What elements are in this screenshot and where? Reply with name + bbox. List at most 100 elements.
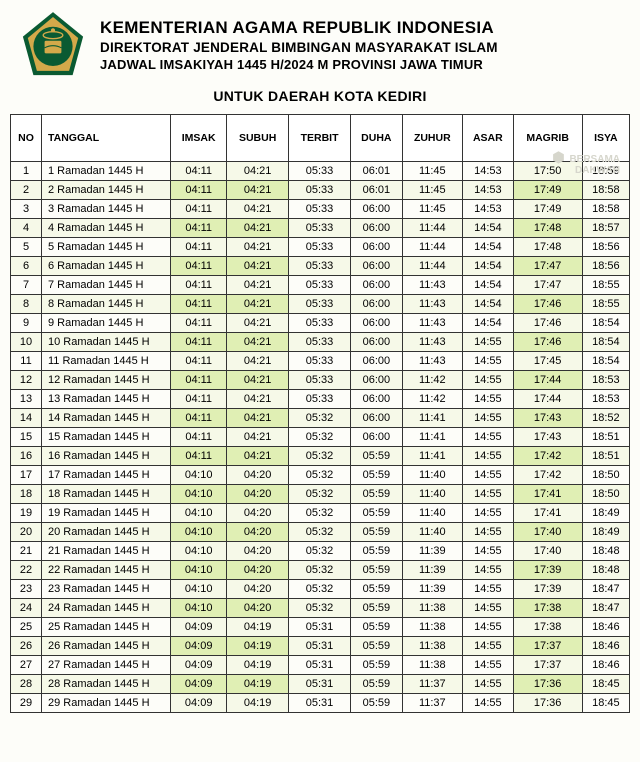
table-cell: 04:11: [171, 371, 227, 390]
table-cell: 13 Ramadan 1445 H: [42, 390, 171, 409]
table-cell: 04:19: [227, 618, 288, 637]
table-cell: 04:21: [227, 162, 288, 181]
table-cell: 14:55: [463, 409, 513, 428]
table-cell: 14:54: [463, 276, 513, 295]
table-cell: 10 Ramadan 1445 H: [42, 333, 171, 352]
table-cell: 17:48: [513, 219, 582, 238]
table-cell: 12: [11, 371, 42, 390]
table-cell: 11:44: [402, 238, 463, 257]
table-cell: 04:21: [227, 181, 288, 200]
table-cell: 04:20: [227, 466, 288, 485]
table-cell: 14:55: [463, 485, 513, 504]
table-cell: 9 Ramadan 1445 H: [42, 314, 171, 333]
table-cell: 05:59: [351, 504, 402, 523]
table-cell: 18:48: [582, 542, 629, 561]
table-row: 1212 Ramadan 1445 H04:1104:2105:3306:001…: [11, 371, 630, 390]
table-cell: 05:32: [288, 542, 350, 561]
table-cell: 11:42: [402, 390, 463, 409]
table-cell: 18:55: [582, 276, 629, 295]
table-cell: 15 Ramadan 1445 H: [42, 428, 171, 447]
table-cell: 05:33: [288, 181, 350, 200]
table-cell: 06:00: [351, 352, 402, 371]
table-cell: 05:59: [351, 561, 402, 580]
table-cell: 23: [11, 580, 42, 599]
table-cell: 18:58: [582, 181, 629, 200]
table-cell: 17:38: [513, 618, 582, 637]
table-cell: 24: [11, 599, 42, 618]
table-cell: 04:21: [227, 200, 288, 219]
table-cell: 18:46: [582, 618, 629, 637]
table-cell: 14:53: [463, 181, 513, 200]
table-cell: 04:21: [227, 371, 288, 390]
table-cell: 05:33: [288, 352, 350, 371]
table-cell: 04:11: [171, 162, 227, 181]
table-cell: 05:59: [351, 466, 402, 485]
table-cell: 04:10: [171, 599, 227, 618]
table-row: 77 Ramadan 1445 H04:1104:2105:3306:0011:…: [11, 276, 630, 295]
table-cell: 05:33: [288, 295, 350, 314]
table-row: 33 Ramadan 1445 H04:1104:2105:3306:0011:…: [11, 200, 630, 219]
table-cell: 17:46: [513, 333, 582, 352]
table-row: 2020 Ramadan 1445 H04:1004:2005:3205:591…: [11, 523, 630, 542]
ministry-title: KEMENTERIAN AGAMA REPUBLIK INDONESIA: [100, 18, 630, 38]
table-row: 2424 Ramadan 1445 H04:1004:2005:3205:591…: [11, 599, 630, 618]
table-cell: 22: [11, 561, 42, 580]
table-cell: 06:00: [351, 295, 402, 314]
table-cell: 05:59: [351, 675, 402, 694]
table-cell: 04:09: [171, 675, 227, 694]
table-cell: 05:32: [288, 447, 350, 466]
table-row: 1616 Ramadan 1445 H04:1104:2105:3205:591…: [11, 447, 630, 466]
table-row: 55 Ramadan 1445 H04:1104:2105:3306:0011:…: [11, 238, 630, 257]
table-cell: 17:47: [513, 257, 582, 276]
table-cell: 05:33: [288, 219, 350, 238]
table-cell: 04:11: [171, 333, 227, 352]
table-cell: 14:55: [463, 371, 513, 390]
table-cell: 04:11: [171, 238, 227, 257]
table-cell: 29: [11, 694, 42, 713]
table-cell: 25: [11, 618, 42, 637]
table-cell: 05:32: [288, 561, 350, 580]
table-cell: 14:55: [463, 390, 513, 409]
table-cell: 14:53: [463, 162, 513, 181]
table-cell: 11:40: [402, 504, 463, 523]
table-cell: 06:00: [351, 390, 402, 409]
column-header: NO: [11, 115, 42, 162]
kemenag-logo: [18, 10, 88, 80]
table-cell: 04:11: [171, 181, 227, 200]
table-body: 11 Ramadan 1445 H04:1104:2105:3306:0111:…: [11, 162, 630, 713]
table-cell: 11:45: [402, 200, 463, 219]
table-cell: 18:58: [582, 200, 629, 219]
table-cell: 04:19: [227, 637, 288, 656]
table-cell: 2 Ramadan 1445 H: [42, 181, 171, 200]
table-cell: 06:00: [351, 257, 402, 276]
table-cell: 06:00: [351, 219, 402, 238]
table-cell: 14 Ramadan 1445 H: [42, 409, 171, 428]
table-cell: 19: [11, 504, 42, 523]
table-row: 1818 Ramadan 1445 H04:1004:2005:3205:591…: [11, 485, 630, 504]
table-cell: 14:54: [463, 257, 513, 276]
table-cell: 17:41: [513, 485, 582, 504]
table-cell: 16: [11, 447, 42, 466]
table-cell: 05:33: [288, 371, 350, 390]
table-cell: 04:09: [171, 656, 227, 675]
table-cell: 18:49: [582, 523, 629, 542]
table-cell: 04:21: [227, 295, 288, 314]
table-cell: 17:44: [513, 371, 582, 390]
table-cell: 18:54: [582, 352, 629, 371]
table-cell: 05:33: [288, 238, 350, 257]
table-cell: 4 Ramadan 1445 H: [42, 219, 171, 238]
table-cell: 17: [11, 466, 42, 485]
table-cell: 04:20: [227, 599, 288, 618]
table-cell: 11:38: [402, 656, 463, 675]
table-cell: 18:47: [582, 599, 629, 618]
table-cell: 18:52: [582, 409, 629, 428]
table-cell: 10: [11, 333, 42, 352]
table-row: 44 Ramadan 1445 H04:1104:2105:3306:0011:…: [11, 219, 630, 238]
table-cell: 06:01: [351, 181, 402, 200]
table-row: 2727 Ramadan 1445 H04:0904:1905:3105:591…: [11, 656, 630, 675]
table-cell: 14:55: [463, 466, 513, 485]
imsakiyah-table: NOTANGGALIMSAKSUBUHTERBITDUHAZUHURASARMA…: [10, 114, 630, 713]
table-row: 1010 Ramadan 1445 H04:1104:2105:3306:001…: [11, 333, 630, 352]
table-cell: 14:55: [463, 352, 513, 371]
table-cell: 05:32: [288, 523, 350, 542]
